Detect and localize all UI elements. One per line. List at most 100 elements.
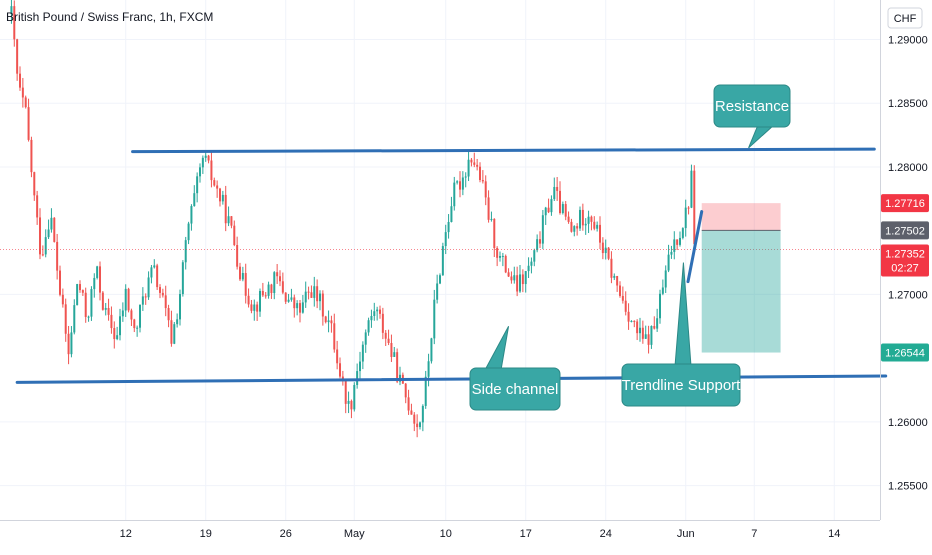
candle-body	[247, 295, 250, 305]
callout-pointer	[484, 326, 510, 371]
candle-body	[159, 287, 161, 293]
callout-trendline-support[interactable]: Trendline Support	[621, 262, 742, 407]
candle-body	[521, 274, 524, 285]
candle-body	[410, 410, 413, 415]
candle-body	[199, 167, 201, 177]
candle-body	[316, 286, 319, 302]
candle-body	[513, 275, 516, 281]
candle-body	[470, 159, 473, 163]
candle-body	[201, 157, 204, 168]
candle-body	[607, 247, 610, 259]
trendline-support[interactable]	[686, 210, 704, 284]
candle-body	[619, 285, 621, 296]
candle-body	[139, 304, 141, 328]
price-tag-text: 1.26544	[885, 348, 925, 360]
time-tick-label: 7	[751, 528, 757, 540]
candle-body	[384, 332, 387, 339]
price-tag	[881, 343, 929, 362]
candle-body	[661, 287, 664, 294]
callout-resistance[interactable]: Resistance	[713, 84, 791, 149]
drawn-lines[interactable]	[15, 147, 888, 384]
candle-body	[476, 164, 479, 167]
candle-body	[647, 334, 650, 345]
candle-body	[293, 297, 296, 309]
price-tag-text: 1.27502	[885, 225, 925, 237]
resistance-line[interactable]	[131, 147, 876, 154]
candle-body	[153, 265, 156, 268]
candle-body	[93, 277, 96, 290]
candle-body	[304, 291, 307, 303]
support-line[interactable]	[15, 374, 888, 384]
candle-body	[236, 245, 239, 267]
candle-body	[693, 170, 696, 245]
candle-body	[167, 308, 170, 321]
candle-body	[510, 276, 513, 281]
candle-body	[684, 207, 687, 229]
candle-body	[484, 181, 487, 198]
price-tag	[881, 221, 929, 240]
candle-body	[430, 338, 433, 362]
candle-body	[339, 363, 341, 377]
candle-body	[16, 39, 19, 74]
candle-body	[147, 277, 150, 298]
candle-body	[493, 218, 496, 248]
candle-body	[499, 256, 501, 258]
price-tags: 1.27716 1.27502 1.27352 02:27 1.26544	[881, 194, 929, 362]
candle-body	[119, 316, 121, 336]
candle-body	[576, 226, 579, 229]
time-axis[interactable]: 12 19 26 May 10 17 24 Jun 7 14	[120, 528, 841, 540]
candle-body	[170, 320, 173, 344]
time-tick-label: Jun	[677, 528, 695, 540]
callouts[interactable]: Resistance Side channel Trendline Support	[469, 84, 791, 411]
stop-zone[interactable]	[701, 203, 781, 231]
candle-body	[464, 176, 467, 178]
candle-body	[287, 299, 290, 302]
candle-body	[121, 310, 124, 317]
candle-body	[379, 309, 381, 314]
candle-body	[530, 261, 533, 266]
price-axis[interactable]: 1.29000 1.28500 1.28000 1.27000 1.26000 1.255…	[888, 35, 928, 493]
candle-body	[344, 380, 347, 404]
candle-body	[164, 295, 167, 309]
callout-box	[621, 363, 741, 407]
candle-body	[436, 283, 439, 300]
candle-body	[101, 292, 104, 310]
callout-side-channel[interactable]: Side channel	[469, 326, 561, 411]
candle-body	[330, 320, 333, 324]
candle-body	[181, 262, 184, 295]
candle-body	[387, 338, 390, 343]
callout-text: Resistance	[715, 98, 789, 115]
candle-body	[253, 304, 256, 311]
candle-body	[359, 361, 361, 372]
candle-body	[424, 376, 427, 406]
candle-body	[516, 275, 519, 292]
short-position-tool[interactable]	[701, 203, 781, 353]
candle-body	[299, 303, 301, 313]
currency-button[interactable]	[887, 7, 923, 29]
candle-body	[204, 155, 207, 158]
currency-label: CHF	[894, 13, 917, 25]
candle-body	[479, 166, 481, 181]
candle-body	[579, 209, 581, 229]
candle-body	[61, 294, 64, 305]
candle-body	[90, 289, 93, 317]
candle-body	[453, 182, 456, 207]
candle-body	[290, 297, 293, 300]
candle-body	[407, 397, 410, 411]
candle-body	[230, 216, 233, 226]
candle-body	[501, 255, 504, 257]
candle-body	[324, 316, 327, 323]
candle-body	[633, 320, 636, 322]
candle-body	[70, 332, 73, 355]
candle-body	[444, 232, 447, 247]
candle-body	[176, 319, 179, 325]
candle-body	[87, 316, 90, 318]
price-tick-label: 1.25500	[888, 481, 928, 493]
target-zone[interactable]	[701, 230, 781, 353]
candle-body	[127, 288, 130, 311]
time-tick-label: 14	[828, 528, 840, 540]
candle-body	[336, 349, 339, 364]
candle-body	[373, 311, 376, 316]
candle-body	[141, 296, 144, 305]
candle-body	[24, 97, 27, 108]
